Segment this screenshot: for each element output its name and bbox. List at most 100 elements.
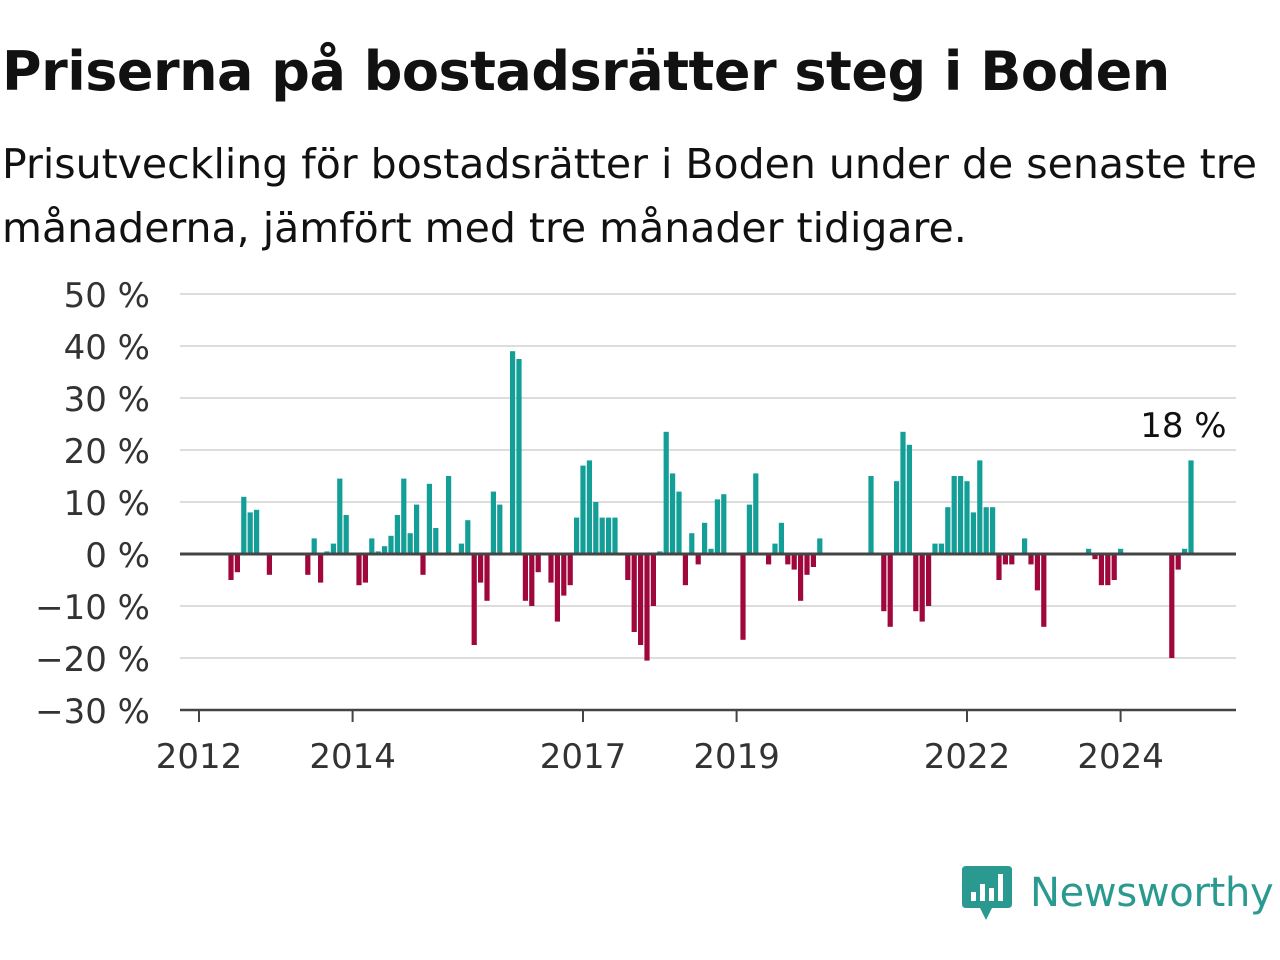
bar — [906, 444, 912, 554]
bars — [228, 351, 1194, 661]
bar — [798, 554, 804, 601]
bar — [650, 554, 656, 606]
y-tick-label: −30 % — [35, 692, 150, 732]
bar — [1098, 554, 1104, 586]
newsworthy-logo: Newsworthy — [962, 862, 1274, 924]
chart-subtitle: Prisutveckling för bostadsrätter i Boden… — [2, 140, 1257, 252]
bar — [721, 494, 727, 554]
bar — [484, 554, 490, 601]
latest-value-label: 18 % — [1140, 406, 1226, 446]
bar — [894, 481, 900, 554]
newsworthy-logo-icon — [962, 866, 1012, 920]
bar — [1111, 554, 1117, 580]
bar — [983, 507, 989, 554]
bar — [362, 554, 368, 583]
bar — [1092, 554, 1098, 560]
y-tick-label: −10 % — [35, 588, 150, 628]
bar — [996, 554, 1002, 580]
bar — [810, 554, 816, 567]
bar — [612, 517, 618, 554]
bar — [766, 554, 772, 565]
bar — [1028, 554, 1034, 565]
bar — [644, 554, 650, 661]
bar — [247, 512, 253, 554]
bar — [663, 431, 669, 554]
bar — [740, 554, 746, 640]
bar — [753, 473, 759, 554]
bar — [938, 543, 944, 554]
bar — [676, 491, 682, 554]
bar — [919, 554, 925, 622]
bar — [881, 554, 887, 612]
bar — [695, 554, 701, 565]
bar — [305, 554, 311, 575]
bar — [958, 476, 964, 554]
y-tick-label: 30 % — [64, 380, 150, 420]
bar — [1188, 460, 1194, 554]
bar — [977, 460, 983, 554]
bar — [1118, 548, 1124, 554]
bar — [561, 554, 567, 596]
bar — [990, 507, 996, 554]
bar — [458, 543, 464, 554]
y-tick-label: 20 % — [64, 432, 150, 472]
bar — [228, 554, 234, 580]
bar — [516, 359, 522, 554]
y-tick-label: 10 % — [64, 484, 150, 524]
bar — [433, 528, 439, 554]
bar — [311, 538, 317, 554]
bar — [1086, 548, 1092, 554]
bar — [426, 483, 432, 554]
bar — [638, 554, 644, 645]
bar — [394, 515, 400, 554]
tick-labels: 50 %40 %30 %20 %10 %0 %−10 %−20 %−30 %20… — [35, 276, 1226, 777]
bar — [772, 543, 778, 554]
bar — [1175, 554, 1181, 570]
bar — [708, 548, 714, 554]
bar — [702, 522, 708, 554]
bar-chart: 50 %40 %30 %20 %10 %0 %−10 %−20 %−30 %20… — [35, 276, 1236, 777]
bar — [401, 478, 407, 554]
bar — [682, 554, 688, 586]
bar — [388, 535, 394, 554]
bar — [343, 515, 349, 554]
bar — [318, 554, 324, 583]
bar — [945, 507, 951, 554]
bar — [266, 554, 272, 575]
bar — [964, 481, 970, 554]
bar — [580, 465, 586, 554]
bar — [746, 504, 752, 554]
bar — [778, 522, 784, 554]
bar — [535, 554, 541, 573]
brand-name: Newsworthy — [1030, 870, 1274, 916]
bar — [785, 554, 791, 565]
bar — [625, 554, 631, 580]
bar — [932, 543, 938, 554]
x-tick-label: 2019 — [693, 737, 780, 777]
axes — [180, 552, 1236, 722]
bar — [548, 554, 554, 583]
bar — [868, 476, 874, 554]
bar — [586, 460, 592, 554]
bar — [1009, 554, 1015, 565]
bar — [407, 533, 413, 554]
bar — [330, 543, 336, 554]
bar — [913, 554, 919, 612]
bar — [791, 554, 797, 570]
y-tick-label: 50 % — [64, 276, 150, 316]
bar — [465, 520, 471, 554]
bar — [490, 491, 496, 554]
bar — [337, 478, 343, 554]
bar — [1022, 538, 1028, 554]
bar — [951, 476, 957, 554]
bar — [510, 351, 516, 554]
bar — [522, 554, 528, 601]
bar — [689, 533, 695, 554]
bar — [606, 517, 612, 554]
bar — [356, 554, 362, 586]
bar — [1105, 554, 1111, 586]
bar — [1041, 554, 1047, 627]
bar — [670, 473, 676, 554]
grid-lines — [180, 293, 1236, 659]
bar — [574, 517, 580, 554]
